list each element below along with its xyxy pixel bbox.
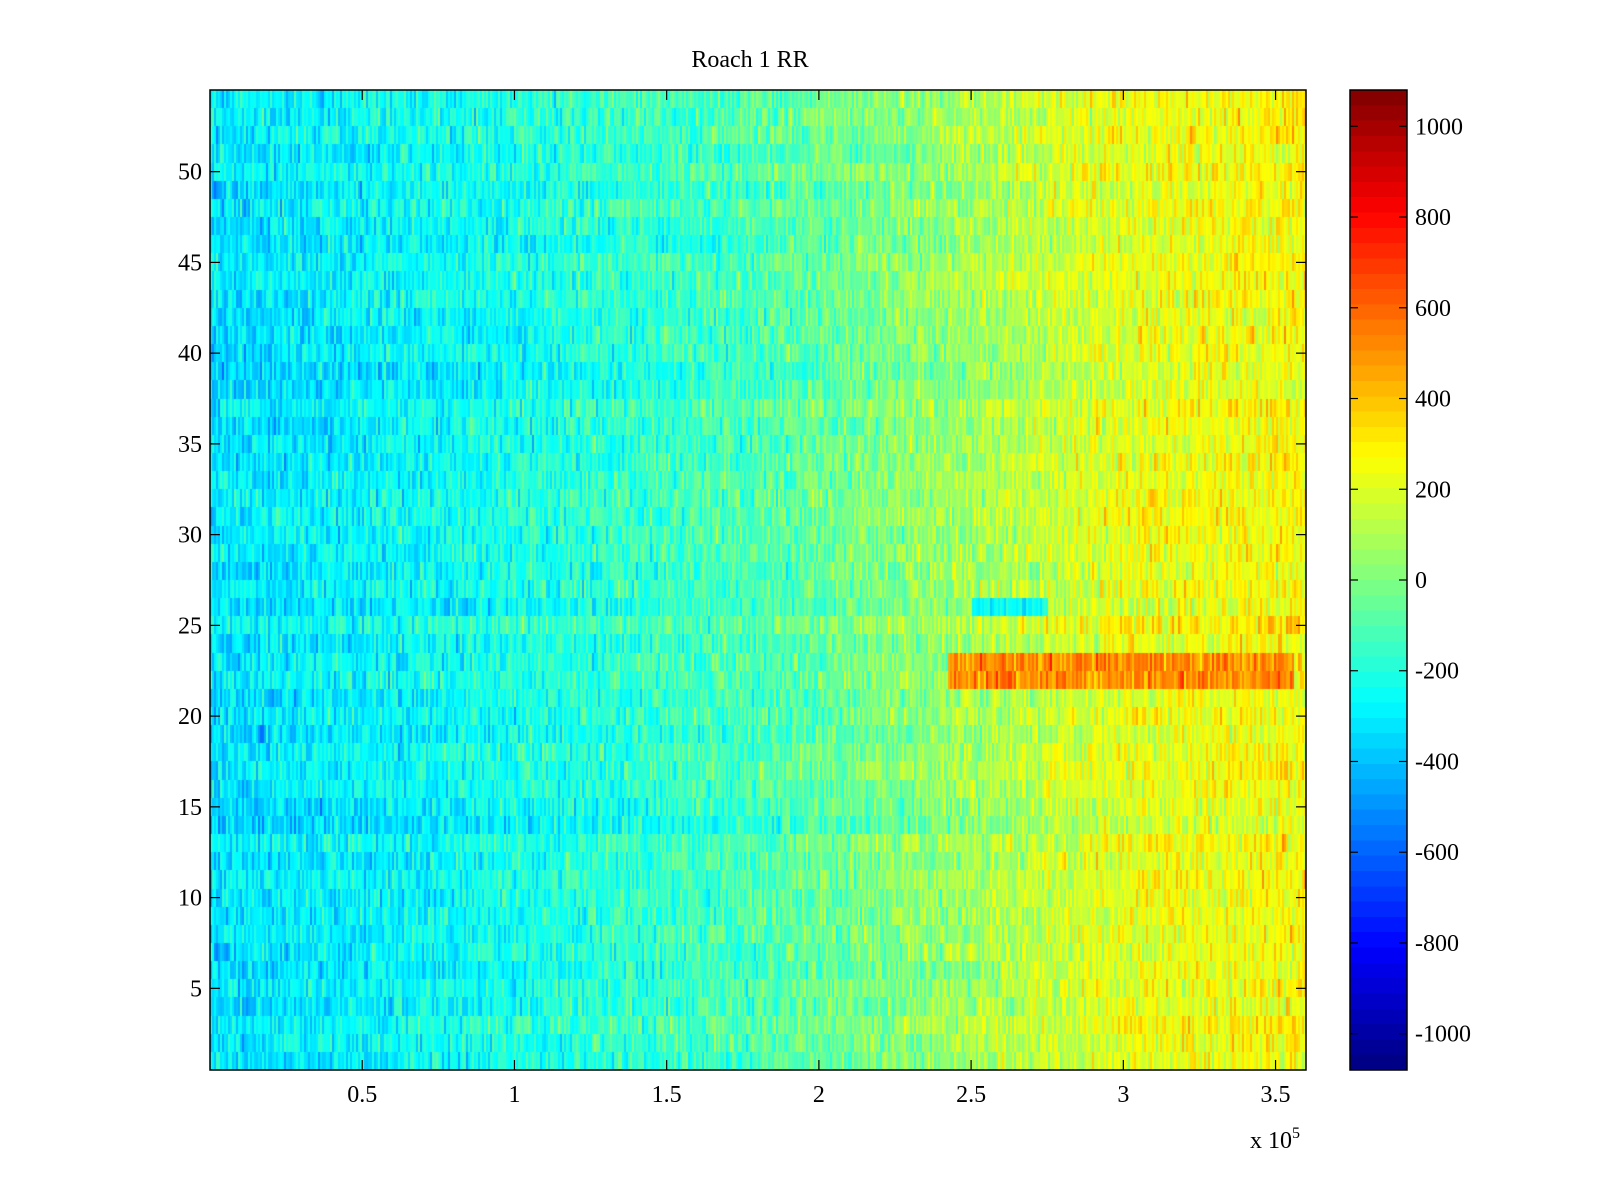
y-tick-label: 10 bbox=[178, 886, 202, 912]
x-axis: 0.5 1 1.5 2 2.5 3 3.5 bbox=[347, 90, 1291, 1108]
colorbar-tick-label: -200 bbox=[1415, 659, 1459, 685]
y-tick-label: 50 bbox=[178, 160, 202, 186]
colorbar-tick-label: 200 bbox=[1415, 477, 1451, 503]
y-tick-label: 25 bbox=[178, 613, 202, 639]
y-tick-label: 45 bbox=[178, 250, 202, 276]
plot-frame bbox=[209, 89, 1307, 1071]
x-tick-label: 2.5 bbox=[956, 1082, 986, 1108]
colorbar-tick-label: 400 bbox=[1415, 387, 1451, 413]
colorbar: 1000 800 600 400 200 0 -200 -400 -600 -800 -1000 bbox=[1349, 89, 1471, 1071]
x-tick-label: 1.5 bbox=[652, 1082, 682, 1108]
x-tick-label: 1 bbox=[508, 1082, 520, 1108]
colorbar-tick-label: 0 bbox=[1415, 568, 1427, 594]
y-tick-label: 40 bbox=[178, 341, 202, 367]
y-axis: 5 10 15 20 25 30 35 40 45 50 bbox=[178, 160, 1306, 1002]
x-exponent-label: x 105 bbox=[1250, 1125, 1300, 1154]
y-tick-label: 5 bbox=[190, 976, 202, 1002]
colorbar-tick-label: 800 bbox=[1415, 205, 1451, 231]
x-tick-label: 3.5 bbox=[1261, 1082, 1291, 1108]
y-tick-label: 35 bbox=[178, 432, 202, 458]
colorbar-tick-label: -400 bbox=[1415, 749, 1459, 775]
heatmap-image bbox=[210, 90, 1306, 1070]
colorbar-gradient bbox=[1350, 90, 1407, 1070]
chart-title: Roach 1 RR bbox=[691, 47, 808, 73]
x-tick-label: 3 bbox=[1117, 1082, 1129, 1108]
colorbar-tick-label: 600 bbox=[1415, 296, 1451, 322]
x-tick-label: 2 bbox=[813, 1082, 825, 1108]
y-tick-label: 30 bbox=[178, 523, 202, 549]
y-tick-label: 15 bbox=[178, 795, 202, 821]
colorbar-tick-label: 1000 bbox=[1415, 114, 1463, 140]
x-exponent-power: 5 bbox=[1292, 1125, 1300, 1142]
x-tick-label: 0.5 bbox=[347, 1082, 377, 1108]
colorbar-tick-label: -600 bbox=[1415, 840, 1459, 866]
y-tick-label: 20 bbox=[178, 704, 202, 730]
colorbar-ticks: 1000 800 600 400 200 0 -200 -400 -600 -800 -1000 bbox=[1350, 114, 1471, 1048]
colorbar-tick-label: -800 bbox=[1415, 931, 1459, 957]
colorbar-tick-label: -1000 bbox=[1415, 1022, 1471, 1048]
